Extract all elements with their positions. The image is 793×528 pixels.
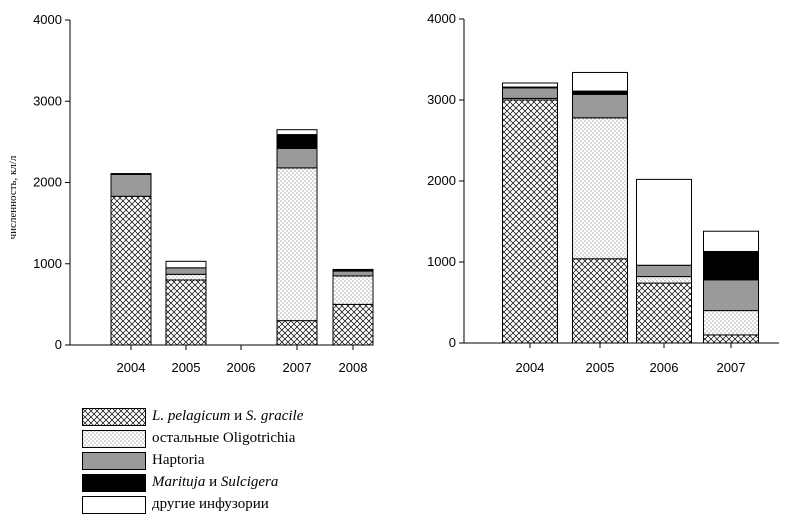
bar-segment [276,129,318,136]
bar-segment [332,268,374,272]
x-tick-label: 2008 [339,360,368,375]
y-tick-label: 3000 [427,92,456,107]
x-tick-label: 2005 [172,360,201,375]
legend-label: остальные Oligotrichia [152,430,296,446]
bar-segment [703,250,759,281]
y-tick-label: 0 [55,337,62,352]
y-tick-label: 0 [449,335,456,350]
x-tick-label: 2004 [516,360,545,375]
bar-segment [332,275,374,305]
bar-segment [165,273,207,281]
bar-segment [502,82,558,88]
bar-segment [332,270,374,277]
y-tick-label: 1000 [33,256,62,271]
chart-2: 0 1000 2000 3000 4000 2004 2005 2006 2007 [427,11,779,375]
legend-label: Haptoria [152,452,205,468]
bar-segment [276,147,318,169]
x-tick-label: 2004 [117,360,146,375]
bar-segment [165,279,207,346]
bar-segment [276,320,318,346]
x-tick-label: 2006 [650,360,679,375]
legend-label: L. pelagicum и S. gracile [152,408,304,424]
bar-segment [636,282,692,344]
y-tick-label: 3000 [33,93,62,108]
legend-swatch-haptoria [82,452,146,470]
y-tick-label: 2000 [33,175,62,190]
bar-segment [703,279,759,312]
bar-segment [165,267,207,275]
bar-segment [572,258,628,344]
x-tick-label: 2007 [283,360,312,375]
legend-swatch-oligotrichia [82,430,146,448]
legend-swatch-pelagicum [82,408,146,426]
y-tick-label: 4000 [33,12,62,27]
legend-label: Marituja и Sulcigera [152,474,279,490]
bar-segment [110,173,152,197]
bar-segment [502,87,558,99]
bar-segment [703,334,759,344]
bar-segment [703,230,759,252]
bar-segment [572,71,628,92]
legend-label: другие инфузории [152,496,269,512]
x-tick-label: 2005 [586,360,615,375]
bar-segment [276,134,318,149]
y-axis-label: численность, кл/л [7,155,19,239]
bar-segment [572,117,628,260]
bar-segment [110,173,152,175]
bar-segment [110,195,152,346]
legend-swatch-other [82,496,146,514]
bar-segment [703,310,759,336]
bar-segment [636,276,692,284]
y-tick-label: 4000 [427,11,456,26]
bar-segment [636,264,692,278]
x-tick-label: 2006 [227,360,256,375]
bar-segment [165,260,207,269]
bar-segment [276,167,318,322]
bar-segment [636,178,692,266]
chart-1: 0 1000 2000 3000 4000 2004 2005 2006 2007 2008 чис… [7,12,374,375]
bar-segment [332,303,374,346]
legend-swatch-marituja [82,474,146,492]
y-tick-label: 2000 [427,173,456,188]
bar-segment [572,93,628,119]
x-tick-label: 2007 [717,360,746,375]
y-tick-label: 1000 [427,254,456,269]
bar-segment [502,99,558,344]
